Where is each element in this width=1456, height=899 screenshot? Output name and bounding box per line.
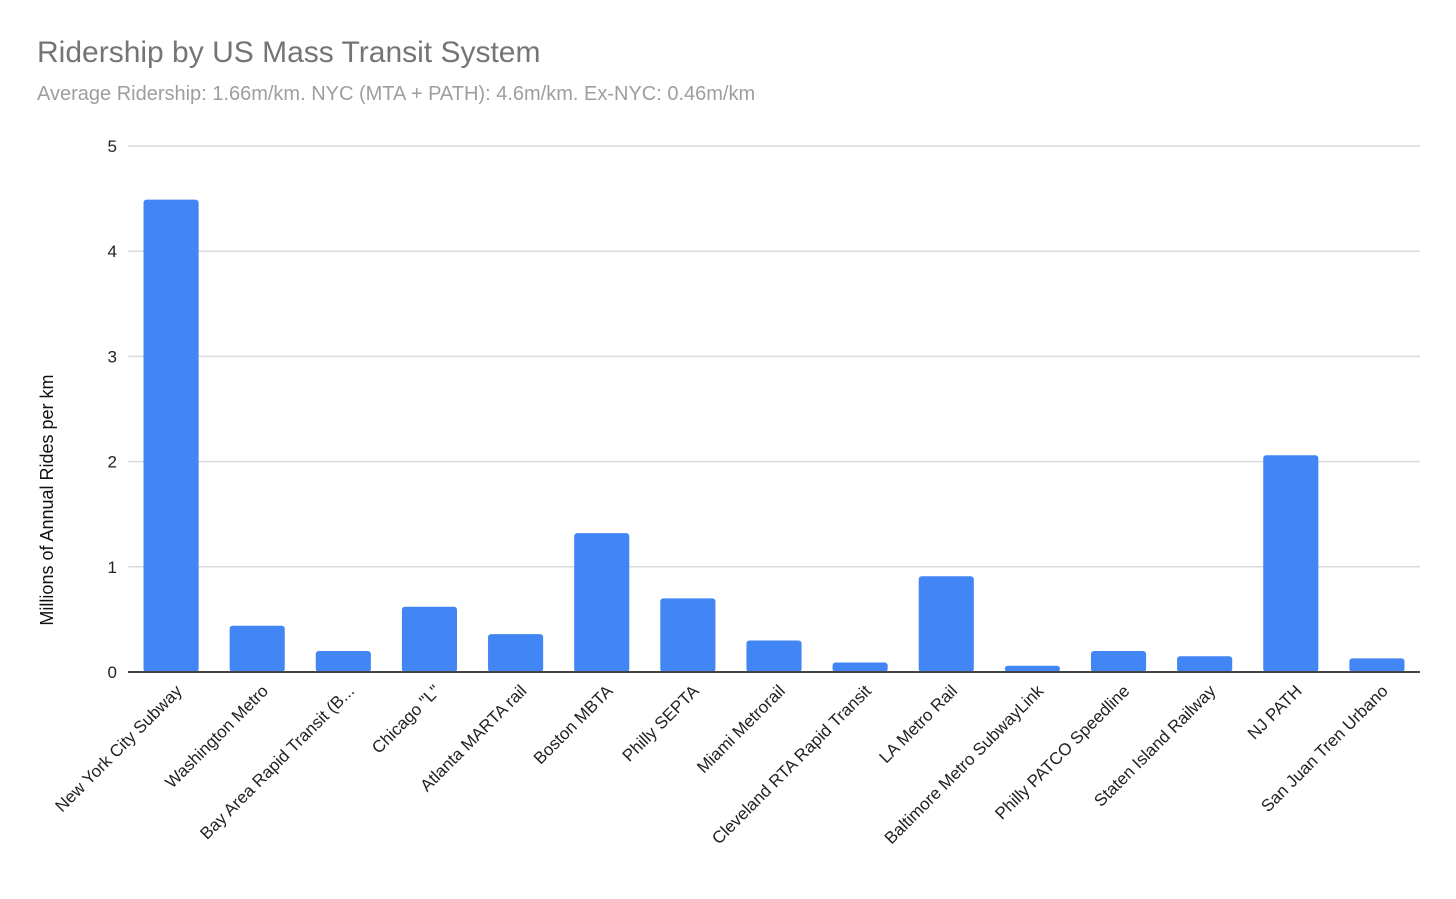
x-category-label: NJ PATH (1244, 681, 1306, 743)
y-tick-label: 1 (108, 558, 117, 577)
bar (1177, 656, 1233, 672)
x-category-label: New York City Subway (52, 681, 187, 816)
bar (1263, 455, 1319, 672)
x-category-label: Cleveland RTA Rapid Transit (708, 681, 875, 848)
bar (401, 606, 458, 672)
bar (1349, 658, 1405, 672)
bar (918, 576, 974, 672)
x-category-label: LA Metro Rail (876, 681, 962, 767)
y-tick-label: 3 (108, 347, 117, 366)
bar (229, 625, 285, 672)
bar (488, 634, 544, 672)
gridlines (128, 145, 1420, 568)
chart-subtitle: Average Ridership: 1.66m/km. NYC (MTA + … (37, 83, 756, 105)
bar (832, 662, 888, 672)
x-category-label: Chicago "L" (368, 681, 444, 757)
x-category-label: Baltimore Metro SubwayLink (881, 681, 1048, 848)
bar (143, 199, 199, 673)
axes: 0 1 2 3 4 5 (108, 137, 1420, 682)
x-category-label: Boston MBTA (530, 681, 617, 768)
x-category-label: Miami Metrorail (693, 681, 789, 777)
y-tick-label: 2 (108, 453, 117, 472)
y-axis-title: Millions of Annual Rides per km (37, 374, 57, 625)
bar (660, 598, 716, 672)
bar (315, 650, 371, 672)
bars (143, 199, 1405, 673)
chart-title: Ridership by US Mass Transit System (37, 36, 541, 69)
y-tick-label: 0 (108, 663, 117, 682)
bar (1090, 650, 1147, 672)
x-category-label: Philly SEPTA (619, 681, 703, 765)
bar (574, 533, 630, 672)
bar (1004, 665, 1060, 672)
y-tick-label: 5 (108, 137, 117, 156)
x-category-label: Bay Area Rapid Transit (B... (196, 681, 358, 843)
bar (746, 640, 802, 672)
y-tick-label: 4 (108, 242, 117, 261)
